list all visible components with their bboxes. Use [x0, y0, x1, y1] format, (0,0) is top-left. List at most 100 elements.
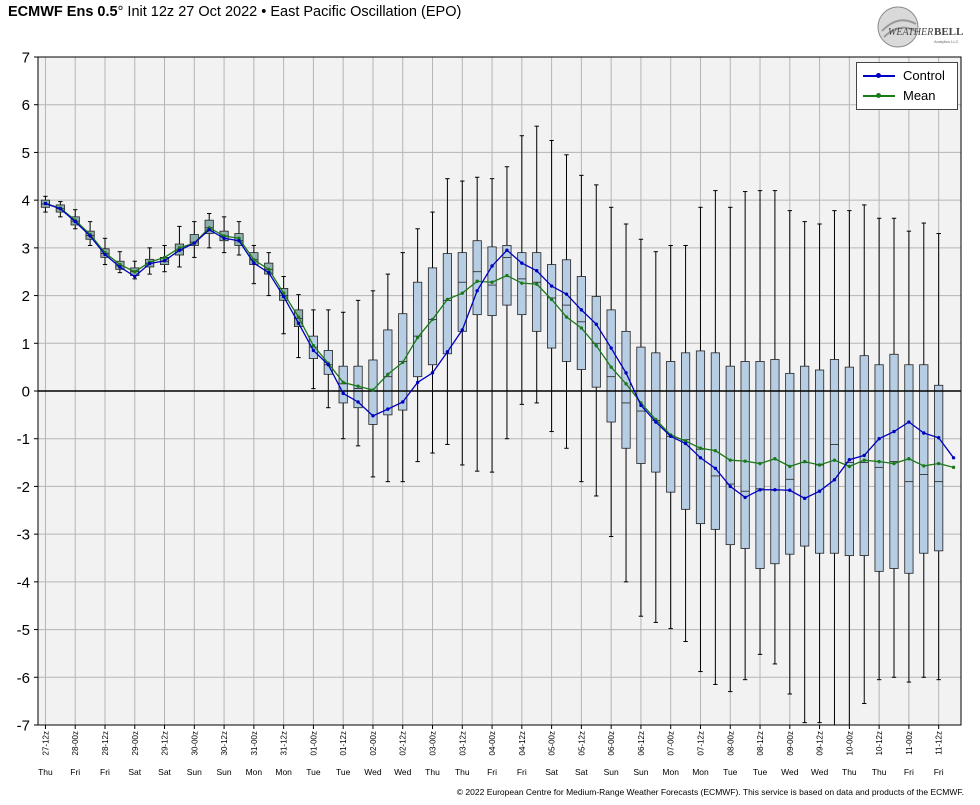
series-point-mean [579, 326, 584, 330]
x-day-label: Fri [100, 767, 110, 777]
series-point-mean [788, 464, 792, 469]
series-point-control [728, 484, 732, 489]
x-tick-label: 11-12z [935, 731, 944, 755]
x-tick-label: 06-12z [637, 731, 646, 755]
x-tick-label: 06-00z [607, 731, 616, 755]
series-point-control [88, 234, 92, 238]
series-point-control [713, 466, 718, 470]
series-point-mean [311, 343, 316, 348]
series-point-control [267, 270, 271, 275]
series-point-mean [862, 458, 866, 462]
x-day-label: Thu [842, 767, 857, 777]
series-point-control [460, 328, 464, 332]
series-point-control [133, 274, 137, 279]
y-tick-label: -1 [17, 431, 30, 448]
box-iqr [547, 264, 557, 349]
x-tick-label: 09-12z [816, 731, 825, 755]
x-day-label: Mon [692, 767, 709, 777]
box-iqr [442, 253, 452, 355]
box-iqr [532, 252, 542, 332]
series-point-control [758, 488, 762, 492]
x-tick-label: 01-00z [309, 731, 318, 755]
series-point-mean [609, 365, 613, 369]
x-day-label: Sun [217, 767, 232, 777]
logo-brand-a: WEATHER [888, 27, 933, 38]
box-iqr [874, 364, 884, 572]
box-iqr [800, 365, 810, 547]
x-tick-label: 09-00z [786, 731, 795, 755]
series-point-mean [133, 270, 137, 274]
series-point-mean [951, 465, 956, 470]
x-tick-label: 02-00z [369, 731, 378, 755]
series-point-mean [430, 317, 435, 322]
series-line-control [45, 202, 955, 500]
series-point-mean [907, 457, 911, 461]
x-day-label: Thu [38, 767, 53, 777]
series-point-control [594, 322, 598, 326]
series-point-control [192, 241, 197, 245]
series-point-mean [222, 234, 226, 238]
chart-legend: Control Mean [856, 62, 958, 110]
series-point-mean [832, 458, 837, 462]
series-point-control [103, 252, 107, 257]
x-day-label: Thu [455, 767, 470, 777]
series-point-mean [817, 463, 822, 467]
x-day-label: Mon [246, 767, 263, 777]
series-point-control [639, 403, 643, 408]
series-point-mean [237, 236, 241, 241]
x-tick-label: 07-00z [667, 731, 676, 755]
box-iqr [815, 369, 825, 554]
x-day-label: Tue [306, 767, 321, 777]
x-tick-label: 05-00z [548, 731, 557, 755]
x-tick-label: 29-12z [161, 731, 170, 755]
series-point-control [430, 371, 435, 375]
legend-item-mean: Mean [863, 87, 955, 105]
x-day-label: Sun [187, 767, 202, 777]
series-point-control [609, 346, 613, 350]
x-day-label: Fri [70, 767, 80, 777]
box-iqr [710, 352, 720, 530]
x-tick-label: 02-12z [399, 731, 408, 755]
y-tick-label: 3 [22, 240, 30, 257]
x-tick-label: 08-12z [756, 731, 765, 755]
series-point-control [802, 496, 807, 501]
series-point-mean [549, 297, 554, 302]
box-iqr [695, 350, 706, 525]
box-iqr [561, 259, 572, 362]
series-point-control [401, 400, 405, 404]
series-point-mean [802, 459, 807, 464]
x-day-label: Wed [364, 767, 382, 777]
y-tick-label: -6 [17, 670, 30, 687]
series-point-control [743, 495, 747, 500]
series-point-control [683, 441, 688, 446]
series-point-mean [683, 439, 688, 443]
series-point-control [445, 350, 450, 354]
y-tick-label: 6 [22, 97, 30, 114]
series-point-control [922, 431, 926, 435]
logo-globe-icon [877, 6, 919, 48]
box-iqr [621, 330, 631, 449]
y-tick-label: 4 [22, 193, 30, 210]
y-tick-label: -4 [17, 574, 30, 591]
y-tick-label: -5 [17, 622, 30, 639]
series-point-control [386, 407, 390, 411]
series-point-mean [594, 343, 598, 348]
series-point-control [788, 488, 792, 492]
series-point-mean [267, 267, 271, 272]
x-tick-label: 27-12z [41, 731, 50, 755]
series-point-mean [401, 360, 405, 365]
legend-swatch-mean [863, 93, 895, 98]
x-day-label: Sat [545, 767, 558, 777]
series-point-mean [460, 291, 464, 295]
box-iqr [934, 384, 944, 552]
series-point-control [252, 261, 256, 265]
legend-item-control: Control [863, 67, 955, 85]
series-point-mean [922, 464, 926, 468]
series-point-control [356, 400, 360, 404]
series-point-mean [520, 281, 524, 285]
box-iqr [770, 359, 780, 565]
series-point-mean [624, 382, 628, 386]
box-iqr [427, 267, 438, 366]
x-tick-label: 10-00z [845, 731, 854, 755]
